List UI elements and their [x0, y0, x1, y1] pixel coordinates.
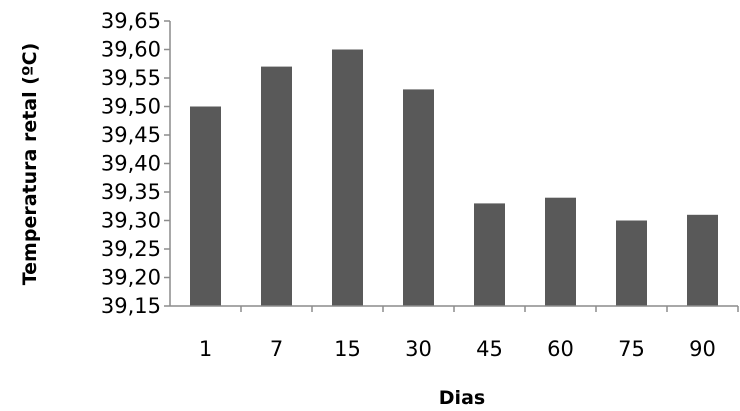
- bar: [190, 106, 221, 306]
- y-tick-label: 39,40: [101, 152, 161, 176]
- x-tick-label: 30: [405, 337, 432, 361]
- x-axis-title: Dias: [439, 387, 485, 409]
- x-tick-label: 1: [199, 337, 212, 361]
- bar: [616, 220, 647, 306]
- x-tick-label: 15: [334, 337, 361, 361]
- y-tick-label: 39,60: [101, 38, 161, 62]
- bars: [190, 49, 718, 307]
- y-axis-title: Temperatura retal (ºC): [19, 43, 41, 286]
- y-axis-ticks: 39,15 39,20 39,25 39,30 39,35 39,40 39,45 39,50…: [101, 9, 170, 318]
- bar: [403, 89, 434, 307]
- y-tick-label: 39,50: [101, 95, 161, 119]
- y-tick-label: 39,25: [101, 237, 161, 261]
- y-tick-label: 39,35: [101, 180, 161, 204]
- y-tick-label: 39,15: [101, 294, 161, 318]
- y-tick-label: 39,45: [101, 123, 161, 147]
- x-tick-label: 75: [618, 337, 645, 361]
- y-tick-label: 39,55: [101, 66, 161, 90]
- y-tick-label: 39,20: [101, 266, 161, 290]
- bar: [332, 49, 363, 306]
- bar: [261, 66, 292, 306]
- x-tick-label: 90: [689, 337, 716, 361]
- x-tick-label: 45: [476, 337, 503, 361]
- x-axis-ticks: 1 7 15 30 45 60 75 90: [199, 306, 739, 361]
- bar: [474, 203, 505, 306]
- bar: [687, 214, 718, 306]
- x-tick-label: 60: [547, 337, 574, 361]
- y-tick-label: 39,30: [101, 209, 161, 233]
- x-tick-label: 7: [270, 337, 283, 361]
- bar: [545, 197, 576, 306]
- y-tick-label: 39,65: [101, 9, 161, 33]
